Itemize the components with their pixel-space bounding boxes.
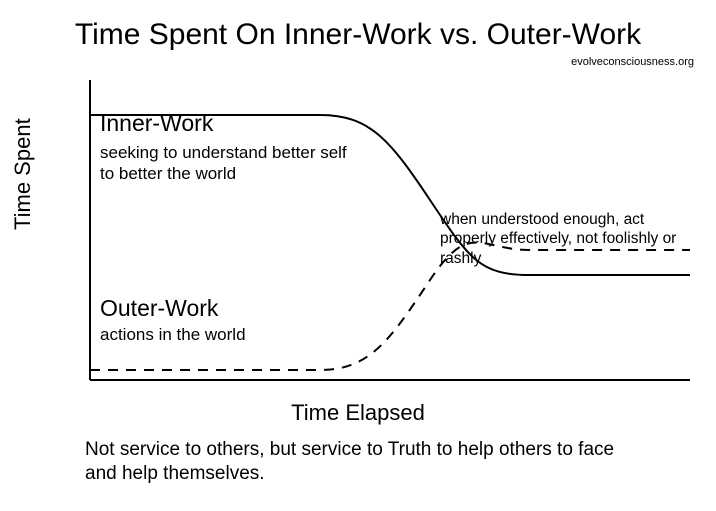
inner-work-label: Inner-Work bbox=[100, 110, 213, 137]
y-axis-label: Time Spent bbox=[10, 118, 36, 230]
inner-work-subtitle: seeking to understand better self to bet… bbox=[100, 142, 360, 185]
x-axis-label: Time Elapsed bbox=[0, 400, 716, 426]
footnote-text: Not service to others, but service to Tr… bbox=[85, 438, 645, 486]
outer-work-label: Outer-Work bbox=[100, 295, 218, 322]
chart-container: Time Spent On Inner-Work vs. Outer-Work … bbox=[0, 0, 716, 511]
chart-title: Time Spent On Inner-Work vs. Outer-Work bbox=[0, 18, 716, 52]
right-annotation: when understood enough, act properly eff… bbox=[440, 210, 700, 268]
outer-work-subtitle: actions in the world bbox=[100, 325, 246, 345]
attribution-text: evolveconsciousness.org bbox=[571, 56, 694, 68]
